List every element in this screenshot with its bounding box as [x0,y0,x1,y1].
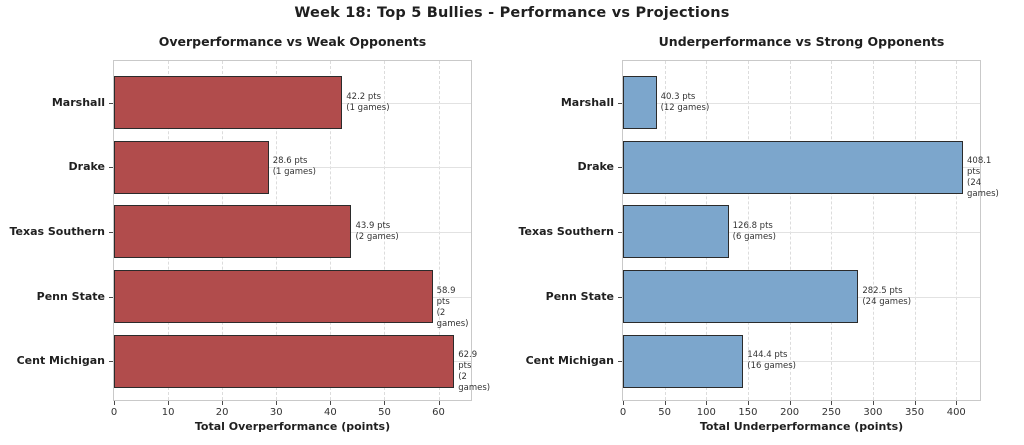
bar-value-label: 42.2 pts (1 games) [346,91,390,113]
gridline-vertical [789,61,791,400]
gridline-vertical [831,61,833,400]
gridline-horizontal [623,102,980,104]
bar [623,205,729,259]
x-tick-label: 60 [432,407,445,418]
x-tick-mark [789,401,791,405]
bar [623,76,657,129]
bar [114,140,269,194]
bar-value-label: 408.1 pts (24 games) [967,156,999,200]
bar-value-label: 62.9 pts (2 games) [458,350,491,394]
x-tick-label: 0 [110,407,118,418]
y-tick-mark [109,361,113,363]
y-tick-mark [618,167,622,169]
x-tick-label: 200 [780,407,800,418]
x-tick-label: 50 [378,407,391,418]
x-tick-label: 10 [161,407,175,418]
gridline-horizontal [623,231,980,233]
x-tick-mark [872,401,874,405]
y-tick-mark [109,102,113,104]
gridline-vertical [872,61,874,400]
category-label: Marshall [51,95,105,109]
x-tick-mark [747,401,749,405]
gridline-vertical [384,61,386,400]
x-tick-mark [956,401,958,405]
y-tick-mark [618,231,622,233]
y-tick-mark [109,167,113,169]
x-tick-mark [914,401,916,405]
category-label: Penn State [545,289,614,303]
gridline-horizontal [114,167,471,169]
y-tick-mark [109,296,113,298]
x-tick-label: 350 [905,407,925,418]
category-label: Drake [577,160,614,174]
bar-value-label: 40.3 pts (12 games) [660,91,710,113]
gridline-vertical [914,61,916,400]
y-tick-mark [618,296,622,298]
category-label: Cent Michigan [525,354,614,368]
bar [623,140,963,194]
figure-title: Week 18: Top 5 Bullies - Performance vs … [294,5,730,21]
bar-value-label: 282.5 pts (24 games) [862,285,912,307]
x-tick-label: 100 [696,407,716,418]
category-label: Drake [68,160,105,174]
x-tick-label: 400 [946,407,966,418]
gridline-horizontal [623,361,980,363]
bar [623,270,859,324]
y-tick-mark [618,102,622,104]
bar [114,270,433,324]
bar-value-label: 43.9 pts (2 games) [355,220,399,242]
x-tick-label: 30 [269,407,283,418]
x-tick-mark [831,401,833,405]
x-tick-mark [330,401,332,405]
x-tick-mark [706,401,708,405]
x-tick-mark [623,401,624,405]
y-tick-mark [618,361,622,363]
bar [623,334,744,388]
x-tick-mark [114,401,115,405]
gridline-vertical [438,61,440,400]
chart-title: Overperformance vs Weak Opponents [158,34,427,49]
x-axis-label: Total Overperformance (points) [194,420,391,433]
bar-value-label: 28.6 pts (1 games) [272,156,316,178]
x-tick-mark [276,401,278,405]
x-tick-label: 150 [738,407,758,418]
x-tick-label: 250 [821,407,841,418]
category-label: Cent Michigan [16,354,105,368]
x-tick-mark [168,401,170,405]
x-tick-label: 40 [323,407,337,418]
bar [114,205,352,259]
x-axis-label: Total Underperformance (points) [699,420,904,433]
bar-value-label: 58.9 pts (2 games) [436,285,469,329]
y-tick-mark [109,231,113,233]
x-tick-mark [664,401,666,405]
bar [114,334,455,388]
x-tick-label: 0 [619,407,627,418]
bar-value-label: 144.4 pts (16 games) [747,350,796,372]
gridline-vertical [956,61,958,400]
category-label: Texas Southern [9,224,105,238]
x-tick-label: 50 [658,407,672,418]
x-tick-mark [384,401,386,405]
plot-area-right: Underperformance vs Strong Opponents Tot… [518,34,998,433]
category-label: Marshall [560,95,614,109]
bar-value-label: 126.8 pts (6 games) [732,220,776,242]
x-tick-label: 300 [863,407,883,418]
chart-title: Underperformance vs Strong Opponents [658,34,945,49]
x-tick-mark [222,401,224,405]
x-tick-mark [438,401,440,405]
plot-area-left: Overperformance vs Weak Opponents Total … [9,34,490,433]
bar [114,76,343,129]
category-label: Penn State [36,289,105,303]
gridline-vertical [747,61,749,400]
category-label: Texas Southern [518,224,614,238]
x-tick-label: 20 [215,407,229,418]
